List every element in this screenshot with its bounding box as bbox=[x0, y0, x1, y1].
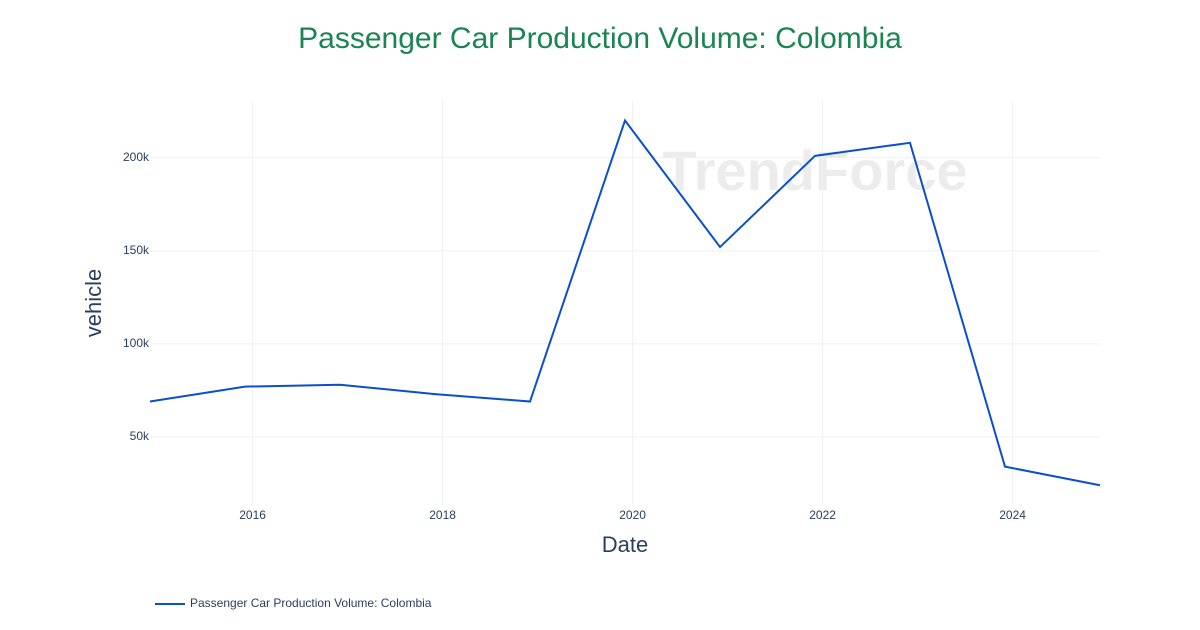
y-tick-label: 100k bbox=[123, 336, 150, 350]
chart-title: Passenger Car Production Volume: Colombi… bbox=[298, 22, 902, 55]
x-tick-label: 2018 bbox=[429, 508, 456, 522]
watermark: TrendForce bbox=[663, 139, 968, 202]
x-tick-label: 2024 bbox=[999, 508, 1026, 522]
x-tick-label: 2020 bbox=[619, 508, 646, 522]
y-tick-label: 150k bbox=[123, 243, 150, 257]
data-line bbox=[149, 118, 1101, 487]
x-tick-label: 2022 bbox=[809, 508, 836, 522]
y-axis-title: vehicle bbox=[81, 269, 106, 337]
x-tick-label: 2016 bbox=[239, 508, 266, 522]
y-tick-label: 50k bbox=[130, 429, 150, 443]
x-axis-title: Date bbox=[602, 532, 648, 557]
legend-label: Passenger Car Production Volume: Colombi… bbox=[190, 596, 432, 610]
y-tick-label: 200k bbox=[123, 150, 150, 164]
